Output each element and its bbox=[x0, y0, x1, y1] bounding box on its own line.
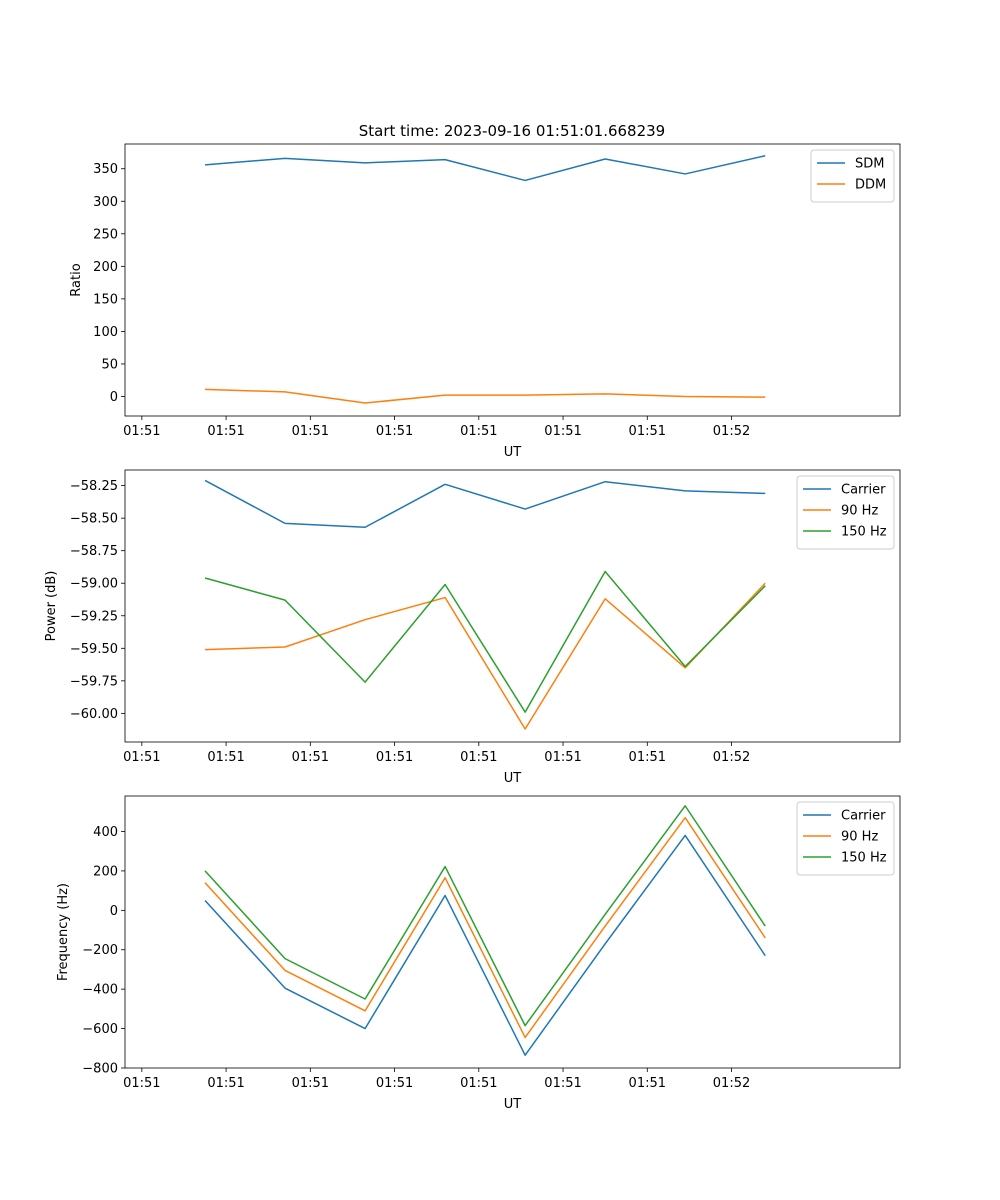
y-tick-label: −58.50 bbox=[70, 512, 118, 527]
chart-3: 01:51 01:51 01:51 01:51 01:51 01:51 01:51 01:52… bbox=[56, 795, 901, 1112]
y-tick-label: −60.00 bbox=[70, 707, 118, 722]
legend: Carrier 90 Hz 150 Hz bbox=[796, 475, 895, 550]
y-tick-label: 50 bbox=[101, 357, 118, 372]
series-line-ddm bbox=[205, 388, 766, 404]
legend: SDM DDM bbox=[810, 149, 895, 203]
y-tick-label: −800 bbox=[82, 1062, 118, 1077]
legend-label-carrier: Carrier bbox=[841, 809, 886, 824]
x-axis-label: UT bbox=[504, 445, 522, 460]
axes-frame bbox=[124, 469, 901, 743]
x-tick-label: 01:51 bbox=[629, 750, 666, 765]
y-tick-label: 150 bbox=[93, 292, 118, 307]
x-tick-label: 01:51 bbox=[123, 1076, 160, 1091]
x-tick-label: 01:51 bbox=[123, 424, 160, 439]
legend-label-150-hz: 150 Hz bbox=[841, 851, 887, 866]
x-tick-label: 01:51 bbox=[460, 750, 497, 765]
legend-label-90-hz: 90 Hz bbox=[841, 504, 878, 519]
legend-label-150-hz: 150 Hz bbox=[841, 525, 887, 540]
x-axis-label: UT bbox=[504, 771, 522, 786]
legend-label-ddm: DDM bbox=[855, 178, 886, 193]
x-tick-label: 01:51 bbox=[460, 424, 497, 439]
x-tick-label: 01:51 bbox=[123, 750, 160, 765]
series-line-90-hz bbox=[205, 582, 766, 730]
legend-label-90-hz: 90 Hz bbox=[841, 830, 878, 845]
x-tick-label: 01:52 bbox=[713, 750, 750, 765]
y-tick-label: −600 bbox=[82, 1022, 118, 1037]
y-tick-label: −59.75 bbox=[70, 674, 118, 689]
x-tick-label: 01:51 bbox=[544, 750, 581, 765]
legend-label-carrier: Carrier bbox=[841, 483, 886, 498]
y-tick-label: −58.25 bbox=[70, 479, 118, 494]
figure-title: Start time: 2023-09-16 01:51:01.668239 bbox=[359, 122, 665, 140]
y-tick-label: 100 bbox=[93, 325, 118, 340]
x-tick-label: 01:52 bbox=[713, 1076, 750, 1091]
x-tick-label: 01:51 bbox=[544, 1076, 581, 1091]
x-tick-label: 01:51 bbox=[207, 1076, 244, 1091]
y-tick-label: 250 bbox=[93, 227, 118, 242]
y-tick-label: −58.75 bbox=[70, 544, 118, 559]
y-tick-label: 200 bbox=[93, 864, 118, 879]
x-tick-label: 01:51 bbox=[460, 1076, 497, 1091]
x-tick-label: 01:51 bbox=[376, 424, 413, 439]
chart-2: 01:51 01:51 01:51 01:51 01:51 01:51 01:51 01:52… bbox=[44, 469, 901, 786]
x-tick-label: 01:51 bbox=[544, 424, 581, 439]
axes-frame bbox=[124, 795, 901, 1069]
y-tick-label: −400 bbox=[82, 983, 118, 998]
legend: Carrier 90 Hz 150 Hz bbox=[796, 801, 895, 876]
y-tick-label: 200 bbox=[93, 260, 118, 275]
y-axis-label: Frequency (Hz) bbox=[56, 883, 71, 981]
x-axis-label: UT bbox=[504, 1097, 522, 1112]
x-tick-label: 01:51 bbox=[207, 424, 244, 439]
series-line-carrier bbox=[204, 479, 766, 529]
x-tick-label: 01:51 bbox=[207, 750, 244, 765]
series-line-sdm bbox=[204, 154, 766, 182]
x-tick-label: 01:51 bbox=[292, 424, 329, 439]
chart-1: 01:51 01:51 01:51 01:51 01:51 01:51 01:51 01:52… bbox=[69, 143, 901, 460]
y-tick-label: −59.00 bbox=[70, 577, 118, 592]
legend-label-sdm: SDM bbox=[855, 157, 884, 172]
y-tick-label: −59.25 bbox=[70, 609, 118, 624]
x-tick-label: 01:51 bbox=[376, 750, 413, 765]
series-line-150-hz bbox=[204, 570, 766, 713]
y-tick-label: 300 bbox=[93, 195, 118, 210]
y-axis-label: Ratio bbox=[69, 263, 84, 296]
y-tick-label: −200 bbox=[82, 943, 118, 958]
x-tick-label: 01:52 bbox=[713, 424, 750, 439]
y-tick-label: 0 bbox=[110, 390, 118, 405]
y-tick-label: 400 bbox=[93, 825, 118, 840]
x-tick-label: 01:51 bbox=[292, 1076, 329, 1091]
axes-frame bbox=[124, 143, 901, 417]
x-tick-label: 01:51 bbox=[292, 750, 329, 765]
y-axis-label: Power (dB) bbox=[44, 571, 59, 642]
y-tick-label: −59.50 bbox=[70, 642, 118, 657]
y-tick-label: 0 bbox=[110, 904, 118, 919]
y-tick-label: 350 bbox=[93, 162, 118, 177]
series-line-150-hz bbox=[204, 805, 766, 1027]
x-tick-label: 01:51 bbox=[629, 424, 666, 439]
x-tick-label: 01:51 bbox=[376, 1076, 413, 1091]
series-line-carrier bbox=[204, 834, 766, 1056]
series-line-90-hz bbox=[204, 816, 766, 1039]
charts-container: 01:51 01:51 01:51 01:51 01:51 01:51 01:51 01:52… bbox=[44, 143, 901, 1112]
x-tick-label: 01:51 bbox=[629, 1076, 666, 1091]
